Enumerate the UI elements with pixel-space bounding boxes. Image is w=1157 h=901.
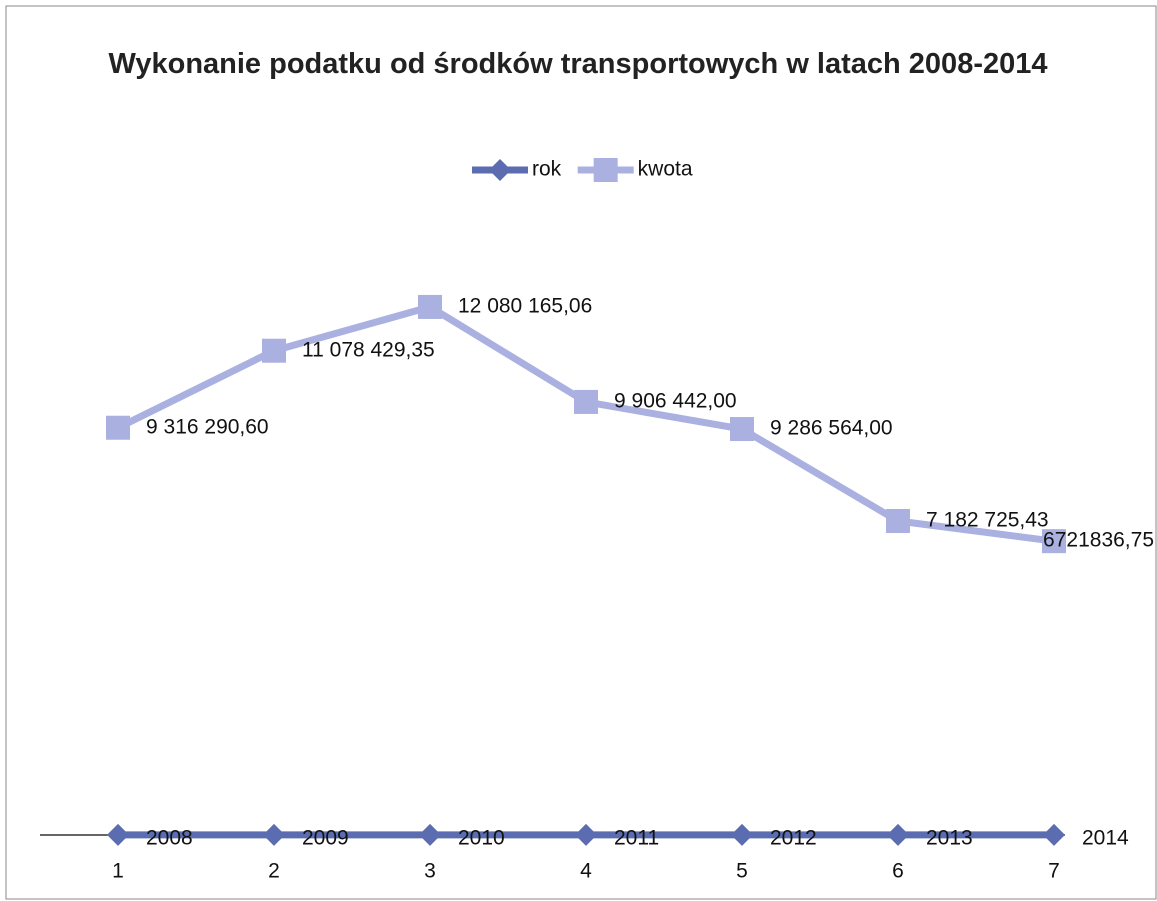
x-tick-label: 7 bbox=[1048, 860, 1060, 883]
data-point bbox=[1042, 529, 1066, 554]
data-point bbox=[106, 415, 130, 440]
data-label: 2009 bbox=[302, 826, 349, 849]
data-point bbox=[886, 509, 910, 534]
data-label: 2012 bbox=[770, 826, 817, 849]
data-point bbox=[575, 823, 597, 846]
data-label: 7 182 725,43 bbox=[926, 509, 1049, 532]
data-point bbox=[887, 823, 909, 846]
chart-border bbox=[5, 5, 1157, 900]
data-label: 2008 bbox=[146, 826, 193, 849]
data-point bbox=[263, 823, 285, 846]
data-label: 9 286 564,00 bbox=[770, 417, 893, 440]
data-point bbox=[418, 294, 442, 319]
data-label: 11 078 429,35 bbox=[302, 338, 435, 361]
x-tick-label: 1 bbox=[112, 860, 124, 883]
data-label: 2010 bbox=[458, 826, 505, 849]
data-point bbox=[1043, 823, 1065, 846]
data-point bbox=[574, 389, 598, 414]
data-label: 9 906 442,00 bbox=[614, 389, 737, 412]
data-label: 9 316 290,60 bbox=[146, 415, 269, 438]
x-tick-label: 6 bbox=[892, 860, 904, 883]
x-tick-label: 2 bbox=[268, 860, 280, 883]
data-label: 2014 bbox=[1082, 826, 1129, 849]
legend-label: kwota bbox=[638, 158, 693, 181]
data-label: 12 080 165,06 bbox=[458, 294, 592, 317]
data-point bbox=[419, 823, 441, 846]
x-tick-label: 4 bbox=[580, 860, 592, 883]
x-tick-label: 5 bbox=[736, 860, 748, 883]
legend-marker bbox=[489, 159, 511, 181]
legend-marker bbox=[593, 158, 618, 182]
data-point bbox=[731, 823, 753, 846]
data-point bbox=[730, 417, 754, 442]
data-label: 2013 bbox=[926, 826, 973, 849]
data-point bbox=[262, 338, 286, 363]
x-tick-label: 3 bbox=[424, 860, 436, 883]
data-point bbox=[107, 823, 129, 846]
legend-label: rok bbox=[532, 158, 562, 181]
data-label: 6721836,75 bbox=[1043, 529, 1154, 552]
data-label: 2011 bbox=[614, 826, 659, 849]
chart-title: Wykonanie podatku od środków transportow… bbox=[108, 48, 1048, 80]
